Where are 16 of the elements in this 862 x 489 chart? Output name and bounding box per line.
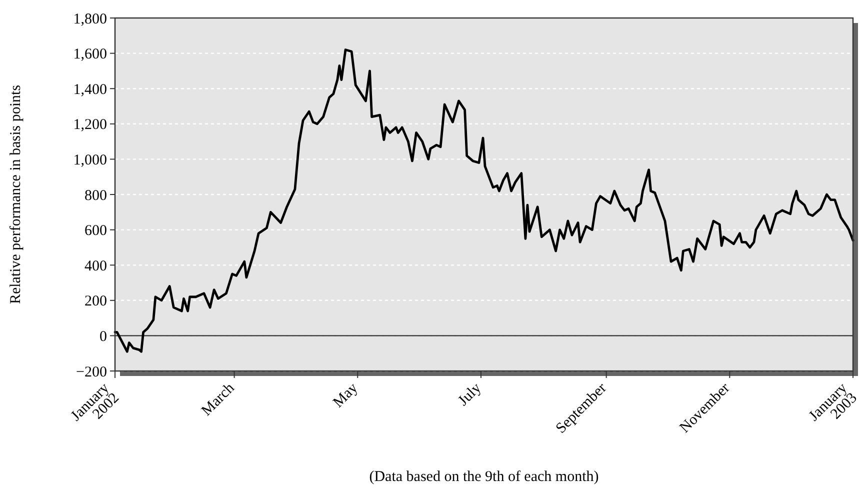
line-series [114, 48, 854, 353]
y-tick-label: 400 [84, 258, 107, 274]
y-tick-label: 1,000 [73, 152, 107, 168]
y-tick-label: 800 [84, 188, 107, 204]
y-tick-label: 200 [84, 294, 107, 310]
x-tick-label: July [455, 380, 485, 410]
x-tick-label: May [330, 380, 362, 411]
y-tick-label: 600 [84, 223, 107, 240]
x-axis-title: (Data based on the 9th of each month) [369, 469, 599, 485]
y-tick-label: 1,800 [73, 11, 107, 28]
y-tick-label: 1,200 [73, 117, 107, 134]
y-tick-label: 0 [100, 328, 107, 345]
y-tick-label: −200 [76, 364, 107, 380]
y-axis-title: Relative performance in basis points [8, 84, 24, 304]
y-tick-label: 1,600 [73, 46, 107, 63]
y-tick-label: 1,400 [73, 82, 107, 98]
